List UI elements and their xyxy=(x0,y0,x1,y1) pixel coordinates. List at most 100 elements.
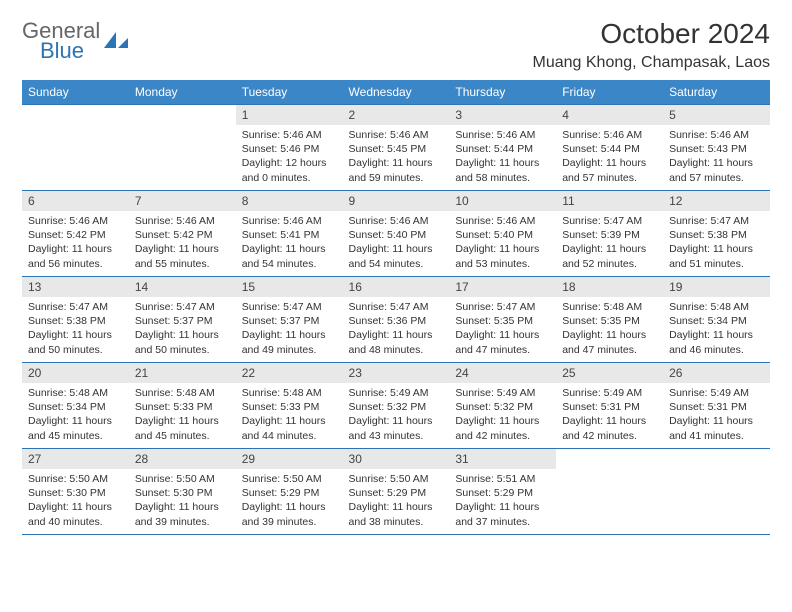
day-number: 16 xyxy=(343,277,450,297)
sunset-line: Sunset: 5:38 PM xyxy=(28,314,123,328)
sunrise-line: Sunrise: 5:48 AM xyxy=(28,386,123,400)
day-body: Sunrise: 5:46 AMSunset: 5:41 PMDaylight:… xyxy=(236,211,343,275)
day-body: Sunrise: 5:49 AMSunset: 5:32 PMDaylight:… xyxy=(343,383,450,447)
day-number: 4 xyxy=(556,105,663,125)
day-number: 11 xyxy=(556,191,663,211)
sunrise-line: Sunrise: 5:46 AM xyxy=(135,214,230,228)
sunrise-line: Sunrise: 5:51 AM xyxy=(455,472,550,486)
sunrise-line: Sunrise: 5:47 AM xyxy=(28,300,123,314)
weekday-header: Saturday xyxy=(663,80,770,105)
logo: General Blue xyxy=(22,18,130,64)
calendar-day-cell xyxy=(663,449,770,535)
daylight-line: Daylight: 11 hours and 47 minutes. xyxy=(455,328,550,356)
day-body: Sunrise: 5:46 AMSunset: 5:42 PMDaylight:… xyxy=(129,211,236,275)
daylight-line: Daylight: 11 hours and 50 minutes. xyxy=(28,328,123,356)
location: Muang Khong, Champasak, Laos xyxy=(533,54,770,72)
calendar-day-cell: 9Sunrise: 5:46 AMSunset: 5:40 PMDaylight… xyxy=(343,191,450,277)
day-body: Sunrise: 5:51 AMSunset: 5:29 PMDaylight:… xyxy=(449,469,556,533)
sunset-line: Sunset: 5:45 PM xyxy=(349,142,444,156)
calendar-day-cell: 26Sunrise: 5:49 AMSunset: 5:31 PMDayligh… xyxy=(663,363,770,449)
daylight-line: Daylight: 11 hours and 58 minutes. xyxy=(455,156,550,184)
calendar-day-cell: 3Sunrise: 5:46 AMSunset: 5:44 PMDaylight… xyxy=(449,105,556,191)
sunset-line: Sunset: 5:29 PM xyxy=(242,486,337,500)
day-body: Sunrise: 5:46 AMSunset: 5:45 PMDaylight:… xyxy=(343,125,450,189)
day-body: Sunrise: 5:49 AMSunset: 5:31 PMDaylight:… xyxy=(556,383,663,447)
month-title: October 2024 xyxy=(533,18,770,50)
day-number: 9 xyxy=(343,191,450,211)
day-body: Sunrise: 5:48 AMSunset: 5:34 PMDaylight:… xyxy=(22,383,129,447)
day-number: 20 xyxy=(22,363,129,383)
calendar-day-cell: 2Sunrise: 5:46 AMSunset: 5:45 PMDaylight… xyxy=(343,105,450,191)
sunset-line: Sunset: 5:31 PM xyxy=(562,400,657,414)
day-number: 15 xyxy=(236,277,343,297)
day-body: Sunrise: 5:47 AMSunset: 5:38 PMDaylight:… xyxy=(663,211,770,275)
weekday-header: Wednesday xyxy=(343,80,450,105)
sunset-line: Sunset: 5:35 PM xyxy=(562,314,657,328)
calendar-day-cell: 27Sunrise: 5:50 AMSunset: 5:30 PMDayligh… xyxy=(22,449,129,535)
sunset-line: Sunset: 5:33 PM xyxy=(242,400,337,414)
calendar-table: SundayMondayTuesdayWednesdayThursdayFrid… xyxy=(22,80,770,535)
sunset-line: Sunset: 5:34 PM xyxy=(28,400,123,414)
sunrise-line: Sunrise: 5:48 AM xyxy=(135,386,230,400)
day-number: 12 xyxy=(663,191,770,211)
day-body: Sunrise: 5:47 AMSunset: 5:37 PMDaylight:… xyxy=(129,297,236,361)
sunrise-line: Sunrise: 5:47 AM xyxy=(562,214,657,228)
day-number: 3 xyxy=(449,105,556,125)
day-body: Sunrise: 5:47 AMSunset: 5:38 PMDaylight:… xyxy=(22,297,129,361)
day-number: 13 xyxy=(22,277,129,297)
day-number: 24 xyxy=(449,363,556,383)
calendar-day-cell: 7Sunrise: 5:46 AMSunset: 5:42 PMDaylight… xyxy=(129,191,236,277)
sunrise-line: Sunrise: 5:49 AM xyxy=(562,386,657,400)
sunset-line: Sunset: 5:40 PM xyxy=(349,228,444,242)
day-body: Sunrise: 5:47 AMSunset: 5:39 PMDaylight:… xyxy=(556,211,663,275)
calendar-day-cell: 15Sunrise: 5:47 AMSunset: 5:37 PMDayligh… xyxy=(236,277,343,363)
daylight-line: Daylight: 11 hours and 48 minutes. xyxy=(349,328,444,356)
sunset-line: Sunset: 5:46 PM xyxy=(242,142,337,156)
day-number: 25 xyxy=(556,363,663,383)
sunrise-line: Sunrise: 5:46 AM xyxy=(242,128,337,142)
sunrise-line: Sunrise: 5:48 AM xyxy=(242,386,337,400)
day-number: 30 xyxy=(343,449,450,469)
daylight-line: Daylight: 11 hours and 53 minutes. xyxy=(455,242,550,270)
calendar-day-cell: 28Sunrise: 5:50 AMSunset: 5:30 PMDayligh… xyxy=(129,449,236,535)
header: General Blue October 2024 Muang Khong, C… xyxy=(22,18,770,72)
calendar-week-row: 6Sunrise: 5:46 AMSunset: 5:42 PMDaylight… xyxy=(22,191,770,277)
day-number: 22 xyxy=(236,363,343,383)
sunrise-line: Sunrise: 5:46 AM xyxy=(28,214,123,228)
daylight-line: Daylight: 11 hours and 54 minutes. xyxy=(242,242,337,270)
sunrise-line: Sunrise: 5:46 AM xyxy=(349,214,444,228)
sunrise-line: Sunrise: 5:46 AM xyxy=(455,214,550,228)
daylight-line: Daylight: 11 hours and 42 minutes. xyxy=(455,414,550,442)
day-number: 18 xyxy=(556,277,663,297)
day-number: 27 xyxy=(22,449,129,469)
calendar-day-cell xyxy=(22,105,129,191)
day-number: 23 xyxy=(343,363,450,383)
sunset-line: Sunset: 5:43 PM xyxy=(669,142,764,156)
calendar-day-cell: 4Sunrise: 5:46 AMSunset: 5:44 PMDaylight… xyxy=(556,105,663,191)
day-body: Sunrise: 5:50 AMSunset: 5:29 PMDaylight:… xyxy=(236,469,343,533)
calendar-day-cell: 21Sunrise: 5:48 AMSunset: 5:33 PMDayligh… xyxy=(129,363,236,449)
daylight-line: Daylight: 11 hours and 49 minutes. xyxy=(242,328,337,356)
calendar-day-cell: 16Sunrise: 5:47 AMSunset: 5:36 PMDayligh… xyxy=(343,277,450,363)
sunset-line: Sunset: 5:31 PM xyxy=(669,400,764,414)
day-number: 29 xyxy=(236,449,343,469)
day-number: 14 xyxy=(129,277,236,297)
calendar-day-cell: 13Sunrise: 5:47 AMSunset: 5:38 PMDayligh… xyxy=(22,277,129,363)
sunset-line: Sunset: 5:38 PM xyxy=(669,228,764,242)
day-body: Sunrise: 5:46 AMSunset: 5:40 PMDaylight:… xyxy=(449,211,556,275)
day-body: Sunrise: 5:46 AMSunset: 5:43 PMDaylight:… xyxy=(663,125,770,189)
day-body: Sunrise: 5:46 AMSunset: 5:40 PMDaylight:… xyxy=(343,211,450,275)
daylight-line: Daylight: 11 hours and 45 minutes. xyxy=(135,414,230,442)
calendar-day-cell: 30Sunrise: 5:50 AMSunset: 5:29 PMDayligh… xyxy=(343,449,450,535)
day-number: 26 xyxy=(663,363,770,383)
day-number: 6 xyxy=(22,191,129,211)
daylight-line: Daylight: 11 hours and 55 minutes. xyxy=(135,242,230,270)
day-body: Sunrise: 5:49 AMSunset: 5:31 PMDaylight:… xyxy=(663,383,770,447)
sunset-line: Sunset: 5:44 PM xyxy=(455,142,550,156)
calendar-day-cell: 14Sunrise: 5:47 AMSunset: 5:37 PMDayligh… xyxy=(129,277,236,363)
calendar-week-row: 1Sunrise: 5:46 AMSunset: 5:46 PMDaylight… xyxy=(22,105,770,191)
sunrise-line: Sunrise: 5:49 AM xyxy=(349,386,444,400)
calendar-body: 1Sunrise: 5:46 AMSunset: 5:46 PMDaylight… xyxy=(22,105,770,535)
calendar-day-cell: 1Sunrise: 5:46 AMSunset: 5:46 PMDaylight… xyxy=(236,105,343,191)
calendar-day-cell: 11Sunrise: 5:47 AMSunset: 5:39 PMDayligh… xyxy=(556,191,663,277)
